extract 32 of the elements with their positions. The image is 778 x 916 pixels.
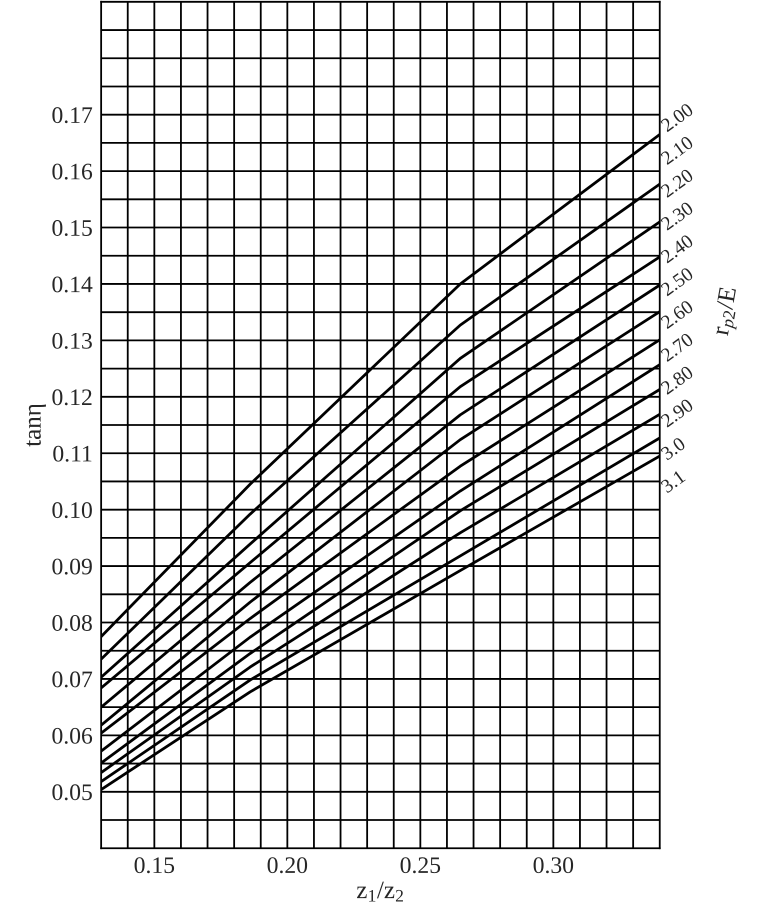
y-tick-label: 0.10: [52, 502, 92, 518]
x-tick-label: 0.20: [268, 857, 308, 874]
text: 3.0: [660, 436, 686, 461]
text: 2.60: [660, 300, 694, 330]
text: 2.10: [660, 135, 694, 166]
text: 3.1: [660, 470, 686, 494]
x-tick-label: 0.15: [134, 857, 174, 874]
text: 2.20: [660, 168, 694, 198]
text: 2.40: [660, 234, 694, 264]
text: 2.90: [660, 398, 694, 428]
text: 2.00: [660, 102, 694, 132]
y-tick-label: 0.14: [52, 276, 92, 292]
y-tick-label: 0.09: [52, 558, 92, 575]
y-tick-label: 0.13: [52, 332, 92, 349]
x-tick-label: 0.30: [534, 857, 574, 874]
y-tick-label: 0.15: [52, 220, 92, 236]
y-axis-title: tanη: [26, 404, 46, 447]
legend-title: r$_{p2}$/E: [712, 286, 744, 338]
y-tick-label: 0.11: [53, 446, 92, 462]
y-tick-label: 0.05: [52, 784, 92, 800]
x-axis-title: z$_{1}$/z$_{2}$: [356, 882, 403, 902]
y-tick-label: 0.17: [52, 107, 92, 124]
text: 2.80: [660, 365, 694, 395]
y-tick-label: 0.08: [52, 615, 92, 632]
x-tick-label: 0.25: [400, 857, 440, 874]
y-tick-label: 0.12: [52, 389, 92, 406]
text: 2.50: [660, 266, 694, 296]
text: 2.30: [660, 201, 694, 231]
y-tick-label: 0.16: [52, 164, 92, 180]
text: 2.70: [660, 332, 694, 362]
y-tick-label: 0.06: [52, 728, 92, 744]
y-tick-label: 0.07: [52, 671, 92, 688]
